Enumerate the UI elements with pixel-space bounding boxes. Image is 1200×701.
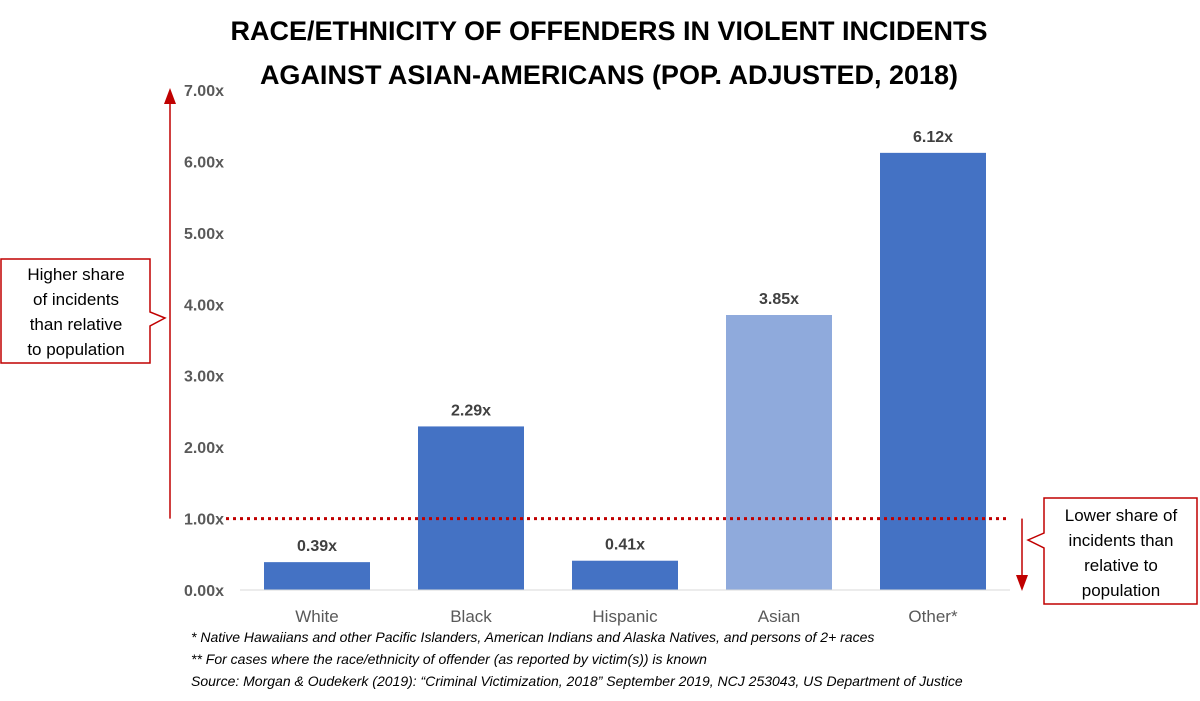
bar-hispanic	[572, 560, 678, 590]
y-tick-label: 7.00x	[184, 83, 224, 100]
x-tick-label: Hispanic	[592, 607, 658, 626]
footnote-known: ** For cases where the race/ethnicity of…	[191, 651, 707, 667]
callout-lower-line: population	[1082, 581, 1160, 600]
callout-higher-line: to population	[27, 340, 124, 359]
bars	[264, 152, 986, 590]
callout-lower-line: Lower share of	[1065, 506, 1178, 525]
x-tick-label: White	[295, 607, 338, 626]
chart-title-line-2: AGAINST ASIAN-AMERICANS (POP. ADJUSTED, …	[260, 60, 958, 90]
callout-lower-line: incidents than	[1069, 531, 1174, 550]
data-label: 0.39x	[297, 538, 337, 555]
y-tick-label: 4.00x	[184, 297, 224, 314]
x-tick-label: Black	[450, 607, 492, 626]
callout-higher-share: Higher share of incidents than relative to …	[0, 258, 167, 364]
y-tick-label: 1.00x	[184, 512, 224, 529]
footnote-other: * Native Hawaiians and other Pacific Isl…	[191, 629, 874, 645]
y-tick-label: 2.00x	[184, 440, 224, 457]
y-axis: 0.00x 1.00x 2.00x 3.00x 4.00x 5.00x 6.00x 7.00x	[184, 83, 224, 600]
source-note: Source: Morgan & Oudekerk (2019): “Crimi…	[191, 673, 963, 689]
bar-other	[880, 152, 986, 590]
data-label: 0.41x	[605, 537, 645, 554]
lower-arrow	[1016, 518, 1028, 591]
x-tick-label: Other*	[908, 607, 958, 626]
x-tick-label: Asian	[758, 607, 801, 626]
callout-higher-line: of incidents	[33, 290, 119, 309]
data-labels: 0.39x 2.29x 0.41x 3.85x 6.12x	[297, 129, 953, 555]
chart-title-line-1: RACE/ETHNICITY OF OFFENDERS IN VIOLENT I…	[230, 16, 987, 46]
y-tick-label: 0.00x	[184, 583, 224, 600]
callout-lower-line: relative to	[1084, 556, 1158, 575]
callout-lower-share: Lower share of incidents than relative to p…	[1026, 497, 1198, 605]
bar-black	[418, 426, 524, 590]
data-label: 3.85x	[759, 291, 799, 308]
y-tick-label: 6.00x	[184, 154, 224, 171]
y-tick-label: 3.00x	[184, 369, 224, 386]
data-label: 2.29x	[451, 402, 491, 419]
bar-white	[264, 562, 370, 590]
bar-asian	[726, 315, 832, 590]
higher-arrow	[164, 88, 176, 519]
callout-higher-line: Higher share	[27, 265, 124, 284]
x-axis: White Black Hispanic Asian Other*	[240, 589, 1010, 626]
y-tick-label: 5.00x	[184, 226, 224, 243]
data-label: 6.12x	[913, 129, 953, 146]
callout-higher-line: than relative	[30, 315, 123, 334]
